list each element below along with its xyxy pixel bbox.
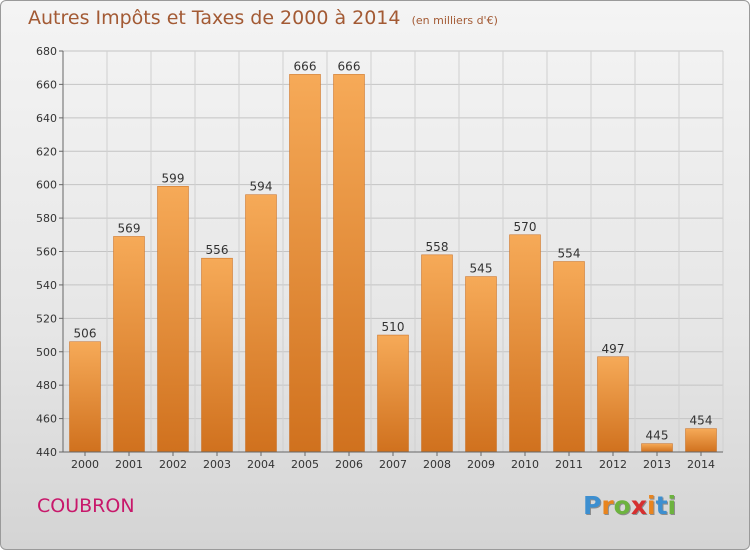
logo-letter: x <box>630 491 647 520</box>
x-tick-label: 2009 <box>467 458 495 471</box>
y-tick-label: 540 <box>36 279 57 292</box>
bar-2003 <box>201 257 233 453</box>
x-tick-label: 2002 <box>159 458 187 471</box>
bar-value-label: 599 <box>162 171 185 185</box>
bar-2009 <box>465 276 497 453</box>
logo-letter: P <box>583 491 602 520</box>
bar-value-label: 497 <box>602 342 625 356</box>
x-tick-label: 2010 <box>511 458 539 471</box>
y-tick-label: 580 <box>36 212 57 225</box>
bar-2000 <box>69 341 101 453</box>
bar-value-label: 558 <box>426 240 449 254</box>
logo-letter: r <box>601 491 614 520</box>
proxiti-logo: Proxiti <box>583 491 676 520</box>
x-tick-label: 2000 <box>71 458 99 471</box>
logo-letter: o <box>613 491 631 520</box>
bar-2007 <box>377 334 409 453</box>
bar-2004 <box>245 194 277 453</box>
bar-2006 <box>333 74 365 453</box>
bar-2005 <box>289 74 321 453</box>
bar-value-label: 556 <box>206 243 229 257</box>
bar-2001 <box>113 236 145 453</box>
bar-value-label: 506 <box>74 327 97 341</box>
x-tick-label: 2001 <box>115 458 143 471</box>
y-tick-label: 480 <box>36 379 57 392</box>
axes: 440 460 480 500 520 540 560 580 600 620 640 660 680 2… <box>36 45 723 471</box>
y-tick-label: 560 <box>36 246 57 259</box>
y-tick-label: 460 <box>36 413 57 426</box>
logo-letter: i <box>667 491 677 520</box>
bar-value-label: 570 <box>514 220 537 234</box>
bar-2013 <box>641 443 673 453</box>
logo-letter: t <box>655 491 668 520</box>
x-tick-label: 2008 <box>423 458 451 471</box>
logo-letter: i <box>647 491 656 520</box>
x-tick-label: 2007 <box>379 458 407 471</box>
y-tick-label: 640 <box>36 112 57 125</box>
bar-2012 <box>597 356 629 453</box>
y-tick-label: 500 <box>36 346 57 359</box>
bar-value-label: 454 <box>690 414 713 428</box>
bar-value-label: 666 <box>338 59 361 73</box>
y-tick-label: 660 <box>36 78 57 91</box>
y-tick-label: 620 <box>36 145 57 158</box>
y-tick-label: 440 <box>36 446 57 459</box>
bar-value-label: 594 <box>250 180 273 194</box>
x-tick-label: 2013 <box>643 458 671 471</box>
y-tick-label: 600 <box>36 179 57 192</box>
chart-title-block: Autres Impôts et Taxes de 2000 à 2014 (e… <box>28 7 498 29</box>
chart-subtitle: (en milliers d'€) <box>411 14 498 27</box>
x-tick-label: 2004 <box>247 458 275 471</box>
y-tick-label: 520 <box>36 312 57 325</box>
x-tick-label: 2003 <box>203 458 231 471</box>
bar-2008 <box>421 254 453 453</box>
bar-value-label: 554 <box>558 247 581 261</box>
x-tick-label: 2006 <box>335 458 363 471</box>
x-tick-label: 2005 <box>291 458 319 471</box>
bar-2002 <box>157 186 189 453</box>
bar-value-label: 666 <box>294 59 317 73</box>
bar-value-label: 569 <box>118 221 141 235</box>
bar-value-label: 545 <box>470 262 493 276</box>
bar-2011 <box>553 261 585 453</box>
bar-value-label: 510 <box>382 320 405 334</box>
chart-title: Autres Impôts et Taxes de 2000 à 2014 <box>28 7 401 29</box>
x-tick-label: 2012 <box>599 458 627 471</box>
bar-2010 <box>509 234 541 453</box>
bar-2014 <box>685 428 717 453</box>
x-tick-label: 2014 <box>687 458 715 471</box>
city-name: COUBRON <box>37 495 135 517</box>
y-tick-label: 680 <box>36 45 57 58</box>
bar-value-label: 445 <box>646 429 669 443</box>
bars: 506 569 599 556 594 666 666 510 558 545 570 554 497 4… <box>69 59 717 453</box>
x-tick-label: 2011 <box>555 458 583 471</box>
